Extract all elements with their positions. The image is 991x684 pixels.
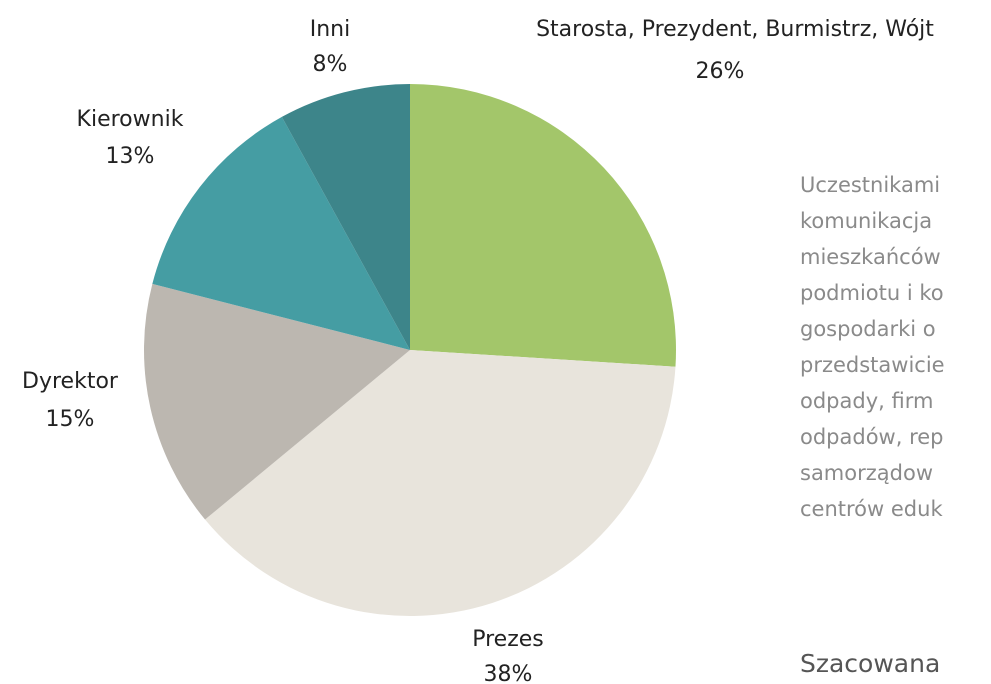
- slice-label: Starosta, Prezydent, Burmistrz, Wójt: [536, 17, 934, 42]
- panel-text-line: mieszkańców: [800, 245, 941, 269]
- slice-label: Kierownik: [77, 107, 184, 132]
- pie-slice: [205, 350, 676, 616]
- panel-text-line: gospodarki o: [800, 317, 936, 341]
- slice-value-label: 26%: [696, 59, 745, 84]
- panel-heading: Szacowana: [800, 649, 940, 678]
- panel-text-line: przedstawicie: [800, 353, 945, 377]
- panel-text-line: podmiotu i ko: [800, 281, 944, 305]
- slice-label: Inni: [310, 17, 351, 42]
- slice-value-label: 13%: [106, 144, 155, 169]
- slice-label: Prezes: [472, 627, 544, 652]
- panel-text-line: odpadów, rep: [800, 425, 944, 449]
- panel-text-line: odpady, firm: [800, 389, 933, 413]
- pie-slice: [143, 283, 410, 520]
- pie-slice: [281, 84, 410, 350]
- slice-value-label: 15%: [46, 407, 95, 432]
- panel-text-line: centrów eduk: [800, 497, 943, 521]
- pie-slice: [152, 116, 410, 350]
- slice-value-label: 8%: [313, 52, 348, 77]
- pie-slice: [410, 84, 676, 367]
- panel-text-line: Uczestnikami: [800, 173, 940, 197]
- slice-value-label: 38%: [484, 662, 533, 684]
- slice-label: Dyrektor: [22, 369, 119, 394]
- panel-text-line: samorządow: [800, 461, 933, 485]
- panel-text-line: komunikacja: [800, 209, 932, 233]
